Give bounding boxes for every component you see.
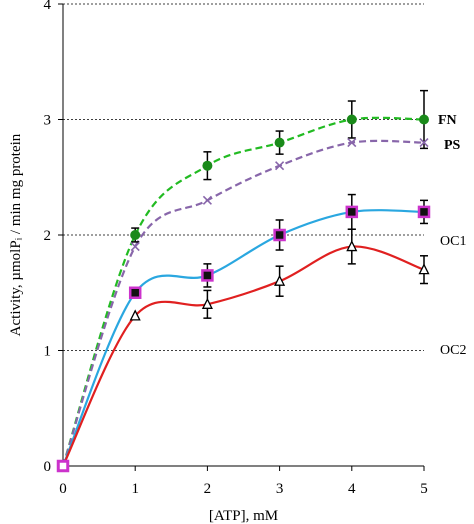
point-oc2: [346, 240, 358, 252]
series-label-fn: FN: [438, 113, 457, 128]
labels: FN PS OC1 OC2: [438, 113, 466, 358]
point-oc2: [274, 274, 286, 286]
x-marker-stroke: [130, 241, 140, 252]
x-tick-label: 3: [276, 481, 284, 497]
point-ps: [130, 241, 140, 252]
point-oc2: [418, 263, 430, 275]
point-oc1: [345, 205, 359, 219]
x-marker-stroke: [202, 195, 212, 205]
x-tick-label: 2: [204, 481, 212, 497]
series-lines: [61, 116, 425, 467]
y-axis-title: Activity, µmolPᵢ / min mg protein: [8, 133, 24, 336]
x-marker-stroke: [347, 138, 357, 148]
x-marker-stroke: [275, 161, 285, 171]
point-ps: [202, 195, 212, 205]
point-oc1: [273, 228, 286, 242]
series-line-oc2: [62, 245, 425, 467]
x-tick-label: 1: [131, 481, 139, 497]
grid: [63, 3, 424, 351]
point-fn: [419, 114, 429, 125]
markers: [56, 114, 431, 473]
y-tick-label: 0: [44, 459, 52, 475]
point-oc2: [58, 461, 68, 471]
x-tick-label: 0: [59, 481, 67, 497]
x-axis-title: [ATP], mM: [209, 508, 278, 524]
x-marker-stroke: [419, 138, 429, 148]
y-tick-label: 3: [44, 113, 52, 129]
series-label-oc1: OC1: [440, 234, 466, 249]
point-fn: [202, 160, 213, 171]
series-line-ps: [61, 139, 425, 467]
point-fn: [130, 230, 141, 240]
x-tick-label: 4: [348, 481, 356, 497]
series-label-oc2: OC2: [440, 343, 466, 358]
point-fn: [346, 114, 357, 125]
point-oc2: [129, 309, 141, 321]
point-ps: [275, 161, 285, 171]
y-tick-label: 4: [44, 0, 52, 13]
point-fn: [274, 137, 285, 148]
point-oc1: [417, 205, 431, 219]
axes: 0 1 2 3 4 0 1 2 3 4 5 [ATP], mM Activity, µmolPᵢ / m…: [8, 0, 428, 524]
series-label-ps: PS: [444, 138, 461, 153]
point-oc1: [201, 269, 214, 282]
x-tick-label: 5: [420, 481, 428, 497]
y-tick-label: 1: [44, 344, 52, 360]
y-tick-label: 2: [44, 228, 52, 244]
point-ps: [347, 138, 357, 148]
point-ps: [419, 138, 429, 148]
point-oc2: [201, 297, 213, 309]
point-oc1: [128, 286, 142, 299]
